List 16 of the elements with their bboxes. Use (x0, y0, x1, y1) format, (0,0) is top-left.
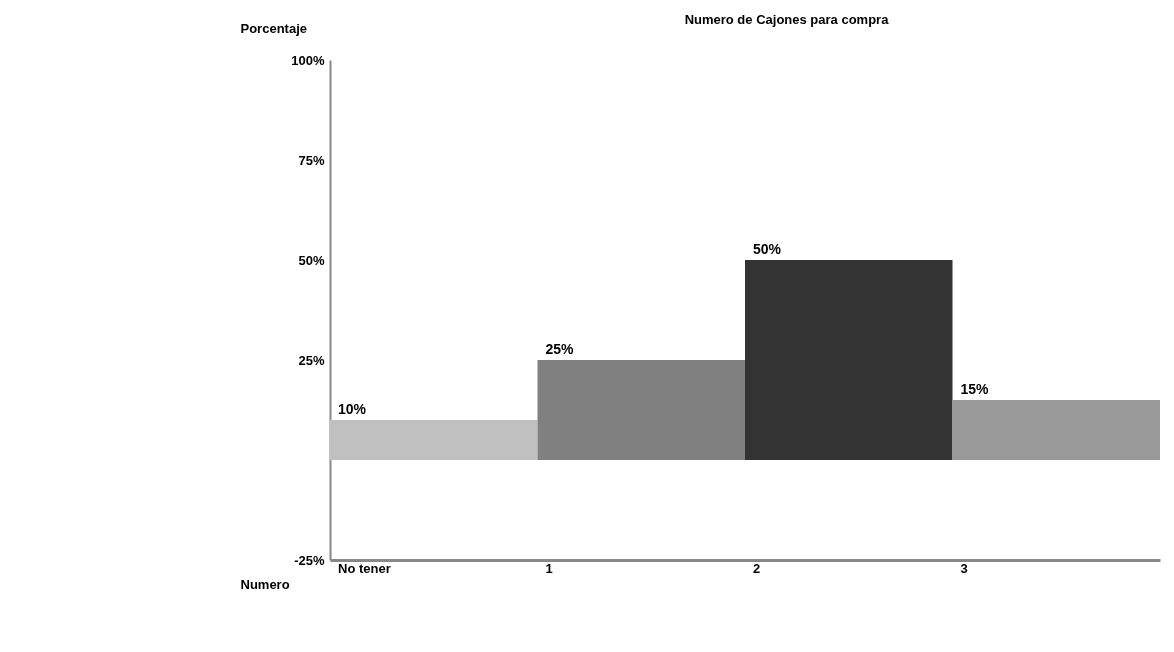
y-tick-label: 50% (298, 252, 325, 268)
x-axis-title: Numero (240, 576, 290, 592)
data-label: 15% (960, 381, 990, 397)
x-tick-label: 3 (960, 560, 968, 576)
data-label: 25% (545, 341, 575, 357)
y-tick-label: 100% (291, 52, 325, 68)
x-tick-label: No tener (338, 560, 391, 576)
data-label: 10% (338, 401, 367, 417)
x-tick-label: 1 (545, 560, 553, 576)
x-tick-label: 2 (753, 560, 761, 576)
chart-title: Numero de Cajones para compra (684, 12, 890, 27)
y-tick-label: 25% (298, 352, 325, 368)
y-tick-label: 75% (298, 152, 325, 168)
data-label: 50% (753, 241, 782, 257)
y-axis-title: Porcentaje (240, 20, 307, 36)
y-tick-label: -25% (294, 552, 325, 568)
